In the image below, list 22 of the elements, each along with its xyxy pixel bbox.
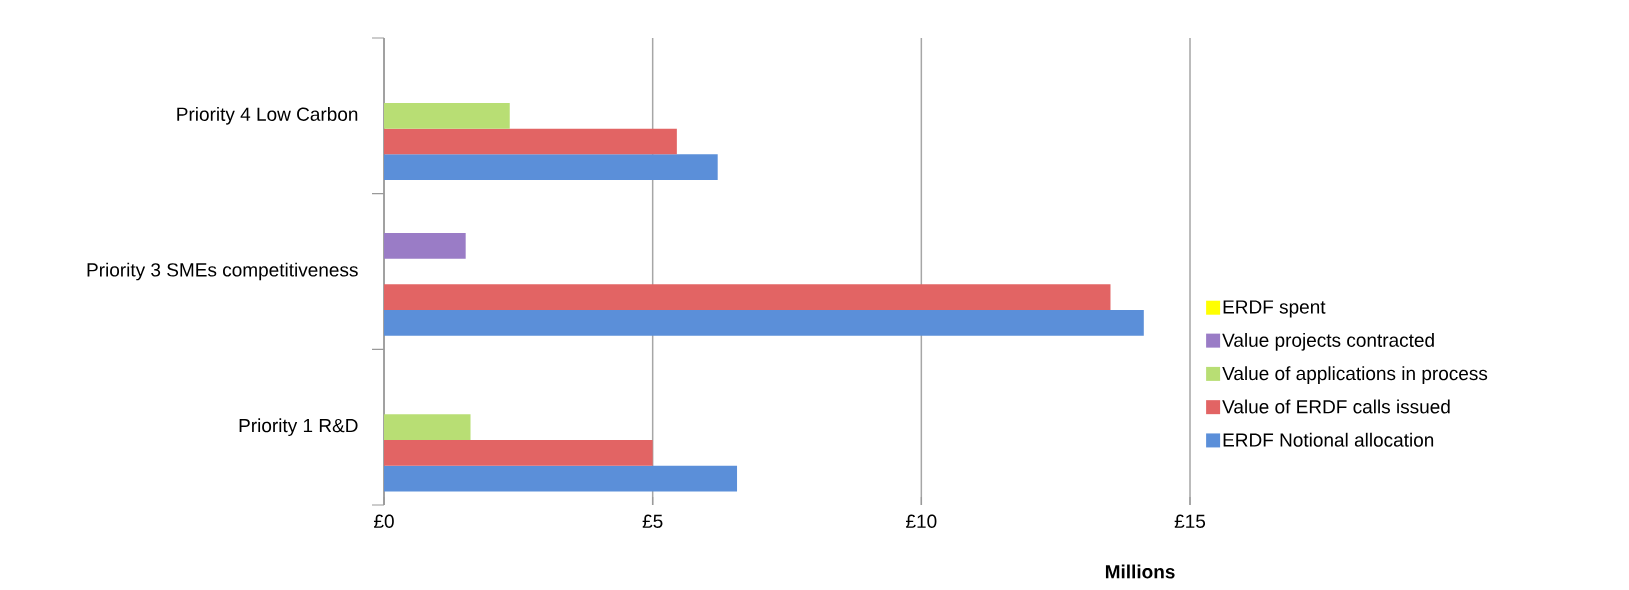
- bar: [384, 154, 718, 181]
- bar: [384, 414, 471, 441]
- x-tick-label: £0: [373, 514, 394, 528]
- y-tick-label: Priority 4 Low Carbon: [177, 106, 358, 125]
- y-tick-label: Priority 1 R&D: [239, 418, 358, 437]
- legend-label: ERDF Notional allocation: [1223, 432, 1434, 447]
- bar: [384, 310, 1144, 336]
- x-tick-label: £10: [906, 514, 937, 528]
- legend-label: Value of applications in process: [1222, 366, 1488, 384]
- legend-label: Value projects contracted: [1222, 332, 1434, 351]
- legend-label: ERDF spent: [1223, 300, 1326, 318]
- bar: [384, 440, 653, 466]
- legend-label: Value of ERDF calls issued: [1222, 399, 1450, 414]
- x-tick-label: £5: [642, 514, 663, 528]
- y-tick-label: Priority 3 SMEs competitiveness: [87, 262, 358, 281]
- bar: [384, 102, 510, 129]
- x-tick-label: £15: [1174, 514, 1206, 528]
- bar: [384, 284, 1111, 311]
- bar: [384, 465, 738, 492]
- bar: [384, 232, 466, 259]
- x-axis-title: Millions: [1105, 564, 1175, 579]
- bar: [384, 128, 677, 155]
